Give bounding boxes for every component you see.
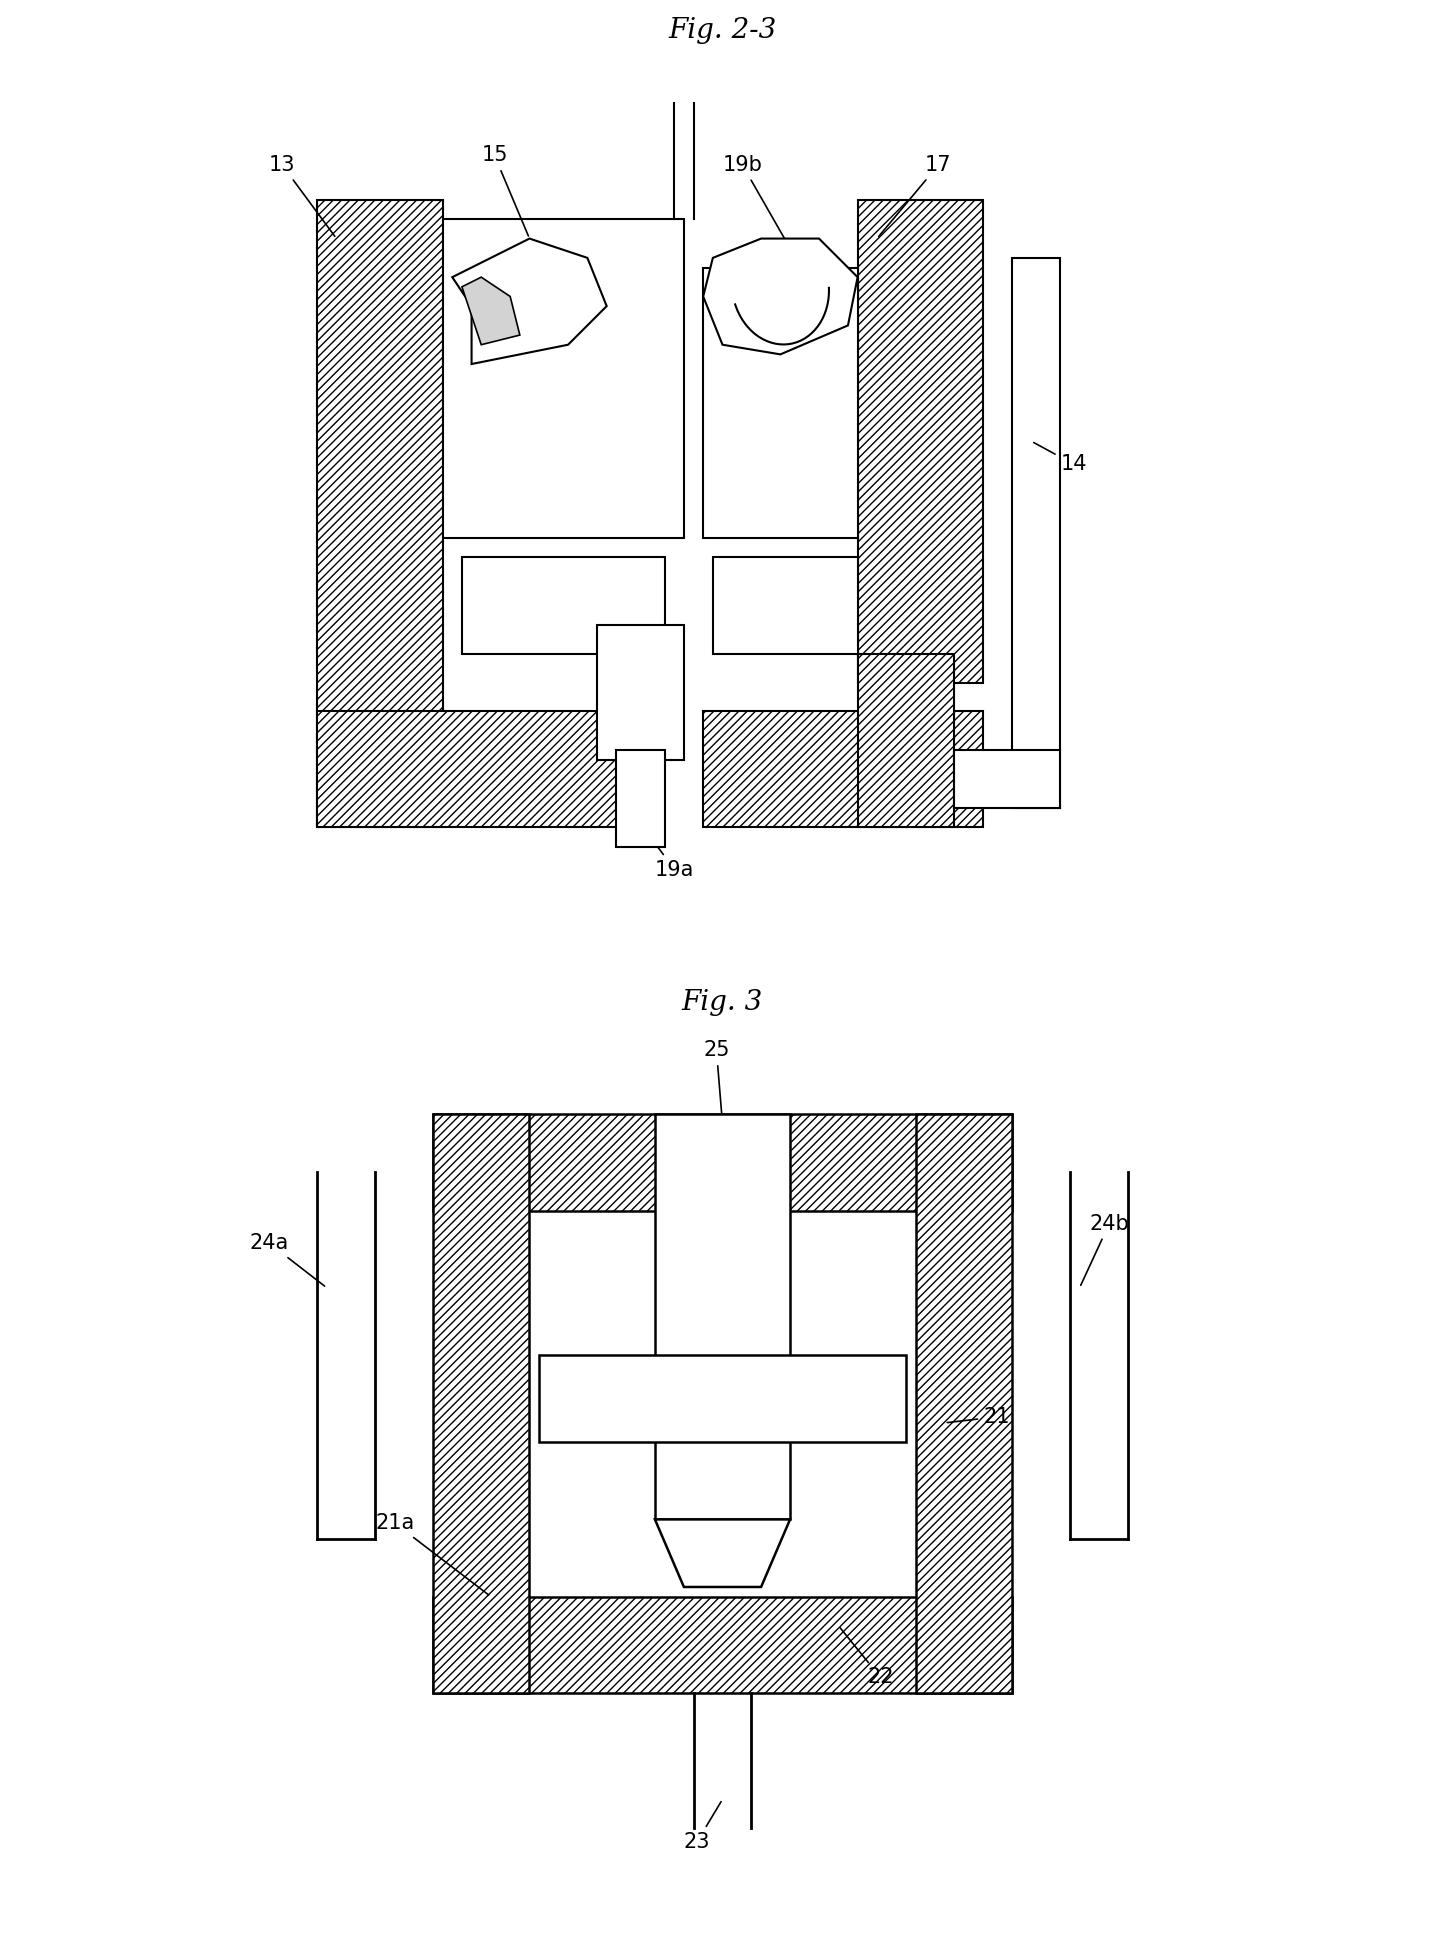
Text: 14: 14 (1033, 443, 1087, 474)
Bar (442, 219, 683, 538)
Text: Fig. 2-3: Fig. 2-3 (669, 18, 776, 43)
Text: 15: 15 (481, 146, 529, 236)
Bar (655, 1114, 790, 1520)
Text: 13: 13 (269, 154, 335, 236)
Text: 24a: 24a (250, 1233, 325, 1286)
Text: 19b: 19b (722, 154, 789, 246)
Bar (597, 624, 683, 759)
Bar (434, 1114, 1012, 1210)
Bar (462, 558, 665, 654)
Text: 17: 17 (879, 154, 952, 236)
Text: 19a: 19a (637, 819, 694, 880)
Bar (539, 1356, 906, 1442)
Text: 21: 21 (948, 1407, 1010, 1426)
Bar (434, 1114, 529, 1693)
Bar (1011, 258, 1061, 808)
Polygon shape (655, 1520, 790, 1586)
Polygon shape (704, 238, 858, 355)
Polygon shape (452, 238, 607, 365)
Bar (316, 199, 442, 827)
Bar (434, 1596, 1012, 1693)
Text: 23: 23 (683, 1801, 721, 1851)
Bar (704, 267, 858, 538)
Text: 24b: 24b (1081, 1214, 1129, 1286)
Polygon shape (462, 277, 520, 345)
Bar (916, 1114, 1011, 1693)
Text: Fig. 3: Fig. 3 (682, 989, 763, 1016)
Bar (712, 558, 858, 654)
Bar (858, 654, 954, 827)
Text: 21a: 21a (376, 1514, 488, 1594)
Text: 25: 25 (704, 1040, 730, 1122)
Bar (704, 712, 983, 827)
Text: 22: 22 (840, 1627, 894, 1688)
Bar (954, 749, 1061, 808)
Bar (316, 712, 626, 827)
Bar (617, 749, 665, 847)
Bar (858, 199, 983, 683)
